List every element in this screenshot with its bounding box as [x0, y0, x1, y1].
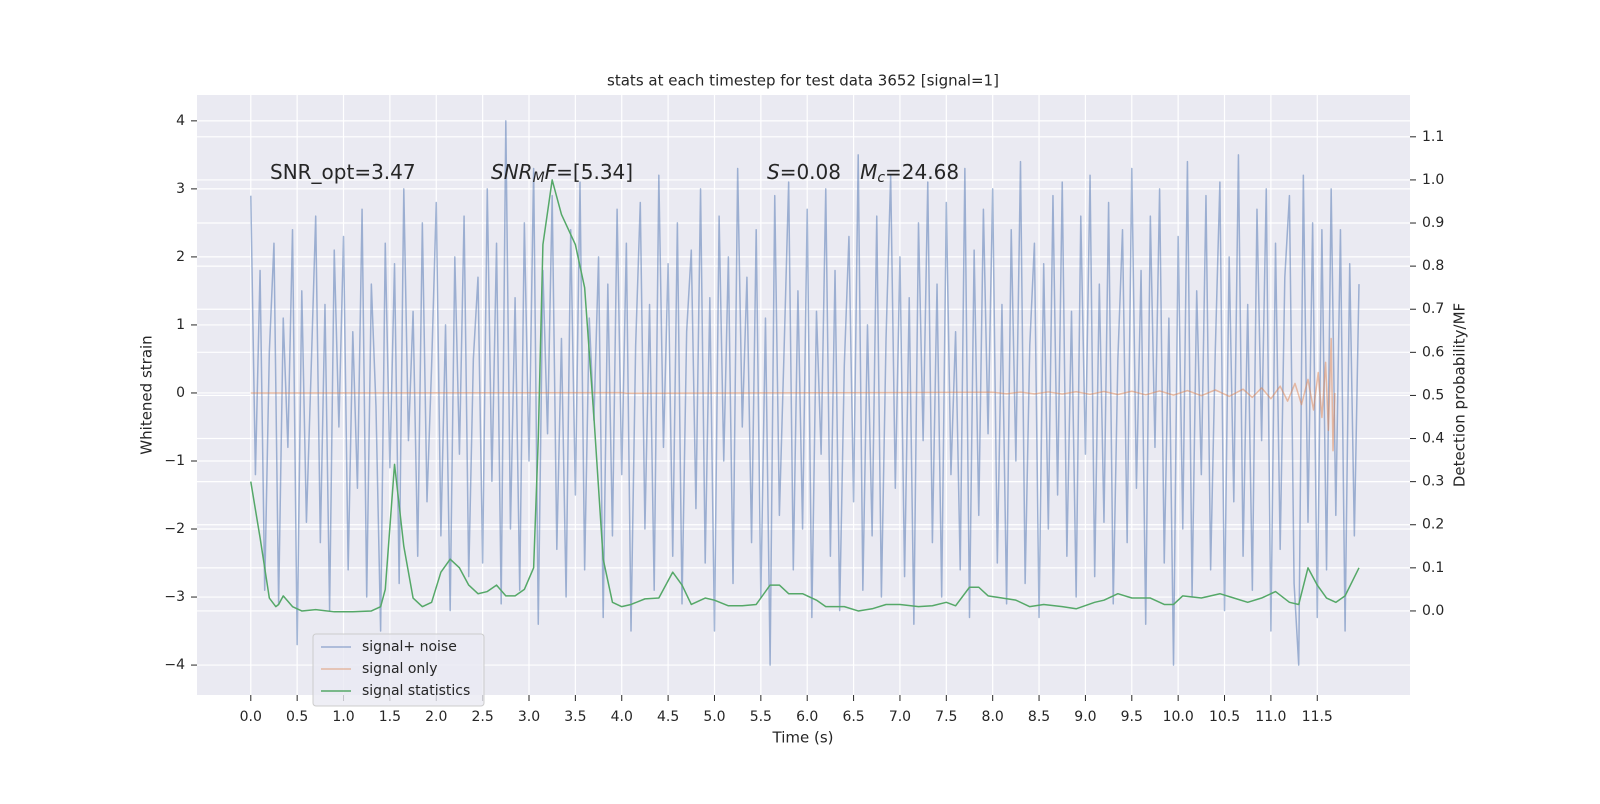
legend-box: [312, 633, 485, 707]
line-series: [250, 179, 1360, 613]
lines: [250, 120, 1360, 666]
legend: signal+ noise signal only signal statistic…: [312, 633, 485, 707]
legend-label: signal only: [362, 661, 437, 677]
y-tick-label: 4: [176, 113, 185, 129]
annotation: S=0.08 Mc=24.68: [767, 160, 959, 187]
x-tick-label: 0.5: [286, 709, 308, 725]
x-tick-label: 3.0: [518, 709, 540, 725]
x-tick-label: 11.0: [1255, 709, 1286, 725]
y-tick-label: −3: [164, 589, 185, 605]
x-tick-label: 4.0: [611, 709, 633, 725]
x-axis-label: Time (s): [772, 729, 834, 747]
line-series: [250, 337, 1336, 452]
x-tick-label: 6.5: [842, 709, 864, 725]
y2-tick-label: 0.0: [1422, 603, 1444, 619]
x-tick-label: 9.5: [1121, 709, 1143, 725]
y-tick-label: 2: [176, 249, 185, 265]
y-tick-label: −2: [164, 521, 185, 537]
ticks: 0.0 0.5 1.0 1.5 2.0 2.5 3.0 3.5 4.0 4.5 5.0 5.5 6.0 6…: [164, 113, 1444, 725]
x-tick-label: 6.0: [796, 709, 818, 725]
x-tick-label: 8.5: [1028, 709, 1050, 725]
y-axis-label: Whitened strain: [138, 335, 156, 454]
y2-axis-label: Detection probability/MF: [1451, 303, 1469, 487]
x-tick-label: 11.5: [1302, 709, 1333, 725]
x-tick-label: 5.0: [703, 709, 725, 725]
x-tick-label: 2.5: [471, 709, 493, 725]
annotation-part: M: [860, 160, 877, 184]
annotation: SNR_opt=3.47: [270, 160, 416, 184]
y2-tick-label: 0.5: [1422, 387, 1444, 403]
chart-title: stats at each timestep for test data 365…: [607, 72, 999, 90]
annotation: SNRMF=[5.34]: [491, 160, 633, 187]
x-tick-label: 2.0: [425, 709, 447, 725]
y-tick-label: −4: [164, 657, 185, 673]
annotation-part: M: [533, 170, 545, 186]
y2-tick-label: 0.4: [1422, 431, 1444, 447]
y2-tick-label: 0.6: [1422, 344, 1444, 360]
legend-label: signal+ noise: [362, 639, 457, 655]
annotation-part: S: [767, 160, 780, 184]
y2-tick-label: 1.1: [1422, 129, 1444, 145]
x-tick-label: 9.0: [1074, 709, 1096, 725]
annotation-part: =24.68: [885, 160, 959, 184]
legend-label: signal statistics: [362, 683, 470, 699]
x-tick-label: 10.5: [1209, 709, 1240, 725]
x-tick-label: 7.5: [935, 709, 957, 725]
x-tick-label: 10.0: [1163, 709, 1194, 725]
x-tick-label: 3.5: [564, 709, 586, 725]
line-series: [250, 120, 1360, 666]
annotation-part: F: [545, 160, 557, 184]
y2-tick-label: 0.8: [1422, 258, 1444, 274]
annotation-part: =0.08: [780, 160, 860, 184]
annotation-part: c: [877, 170, 885, 186]
x-tick-label: 8.0: [982, 709, 1004, 725]
x-tick-label: 7.0: [889, 709, 911, 725]
y-tick-label: 1: [176, 317, 185, 333]
x-tick-label: 5.5: [750, 709, 772, 725]
y-tick-label: 3: [176, 181, 185, 197]
x-tick-label: 4.5: [657, 709, 679, 725]
y-tick-label: −1: [164, 453, 185, 469]
annotation-part: =[5.34]: [556, 160, 633, 184]
y2-tick-label: 0.2: [1422, 517, 1444, 533]
x-tick-label: 1.0: [332, 709, 354, 725]
y2-tick-label: 0.1: [1422, 560, 1444, 576]
y2-tick-label: 1.0: [1422, 172, 1444, 188]
annotation-part: SNR_opt=3.47: [270, 160, 416, 184]
annotation-part: SNR: [491, 160, 533, 184]
y-tick-label: 0: [176, 385, 185, 401]
x-tick-label: 1.5: [379, 709, 401, 725]
y2-tick-label: 0.3: [1422, 474, 1444, 490]
y2-tick-label: 0.7: [1422, 301, 1444, 317]
y2-tick-label: 0.9: [1422, 215, 1444, 231]
annotations: SNR_opt=3.47 SNRMF=[5.34] S=0.08 Mc=24.68: [270, 160, 959, 187]
x-tick-label: 0.0: [240, 709, 262, 725]
